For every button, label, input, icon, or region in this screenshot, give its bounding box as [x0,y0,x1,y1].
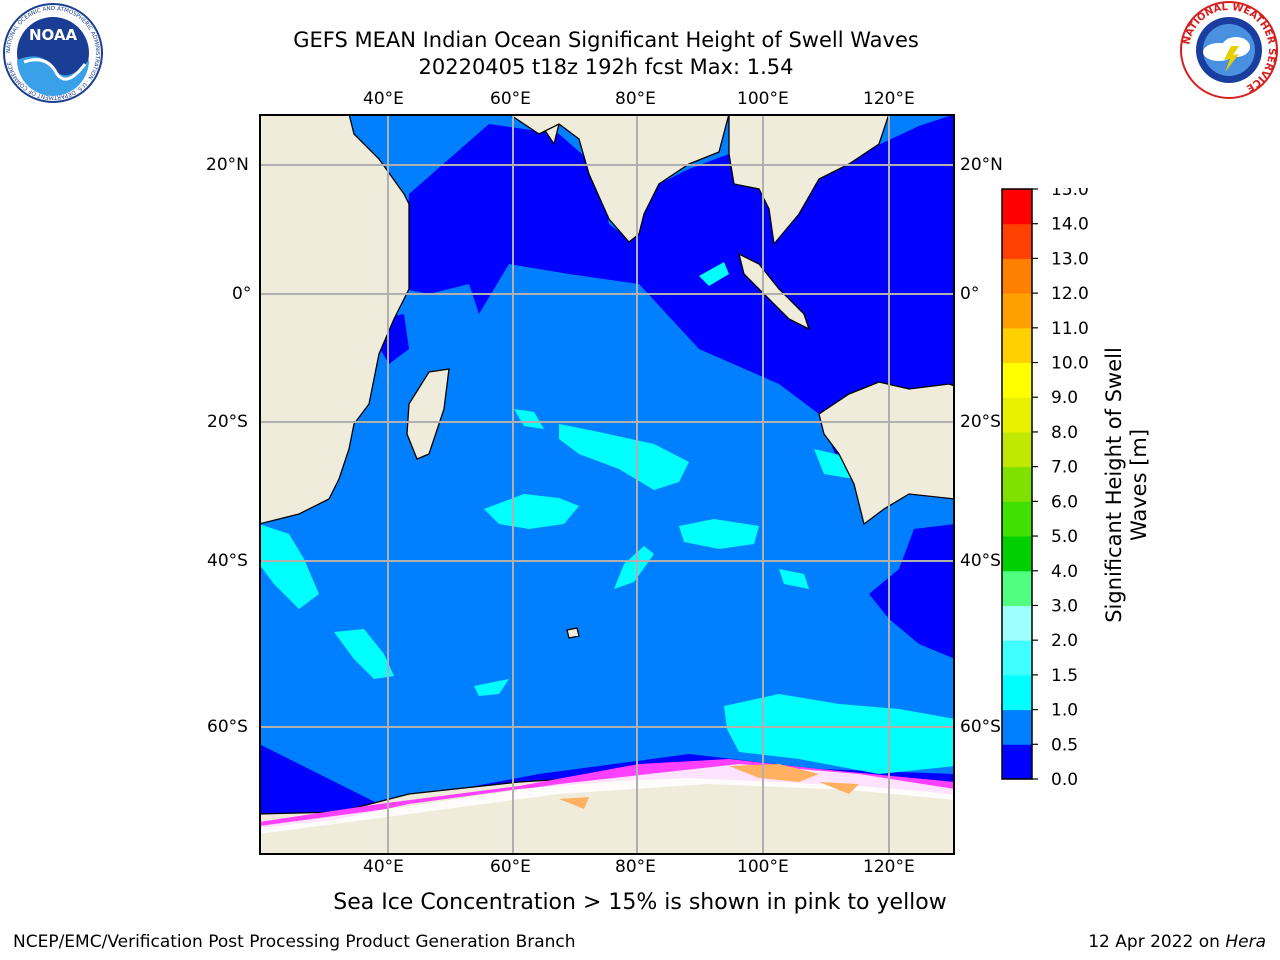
footer-date-text: 12 Apr 2022 on [1088,932,1226,952]
colorbar-tick-label: 15.0 [1051,188,1089,200]
colorbar-swatch [1002,674,1032,711]
footer-date: 12 Apr 2022 on Hera [1088,932,1266,952]
footer-host: Hera [1225,932,1266,952]
lat-label-right: 20°S [960,412,1001,432]
colorbar-tick-label: 11.0 [1051,319,1089,339]
colorbar-swatch [1002,293,1032,329]
colorbar-label-line1: Significant Height of Swell [1102,347,1126,623]
colorbar-tick-label: 14.0 [1051,215,1089,235]
colorbar-tick-label: 5.0 [1051,527,1078,547]
sea-ice-note: Sea Ice Concentration > 15% is shown in … [333,890,947,915]
colorbar-swatch [1002,431,1032,468]
lat-label-left: 20°S [207,412,248,432]
lon-label-bottom: 120°E [863,857,915,877]
swell-1.0-1.5m-regions [259,262,955,774]
noaa-logo: NOAA NATIONAL OCEANIC AND ATMOSPHERIC AD… [2,2,104,104]
lon-label-top: 60°E [490,89,531,109]
colorbar-swatch [1002,362,1032,398]
swell-height-map [259,114,955,855]
colorbar-tick-label: 0.0 [1051,770,1078,788]
lon-label-bottom: 60°E [490,857,531,877]
colorbar: 0.0 0.5 1.0 1.5 2.0 3.0 4.0 5.0 6.0 7.0 8.0 9.0 10.0… [1001,180,1111,792]
colorbar-swatch [1002,536,1032,572]
noaa-logo-text: NOAA [29,26,78,44]
lat-label-right: 60°S [960,717,1001,737]
chart-subtitle: 20220405 t18z 192h fcst Max: 1.54 [418,55,794,79]
lat-label-left: 0° [232,284,252,304]
footer-branch: NCEP/EMC/Verification Post Processing Pr… [13,932,576,952]
lat-label-left: 60°S [207,717,248,737]
colorbar-swatch [1002,709,1032,745]
lon-label-top: 80°E [615,89,656,109]
colorbar-tick-label: 10.0 [1051,354,1089,374]
colorbar-tick-label: 3.0 [1051,596,1078,616]
colorbar-tick-label: 13.0 [1051,249,1089,269]
lat-label-right: 20°N [960,155,1003,175]
colorbar-tick-label: 1.0 [1051,701,1078,721]
colorbar-swatch [1002,744,1032,780]
colorbar-tick-label: 8.0 [1051,423,1078,443]
colorbar-swatch [1002,189,1032,225]
colorbar-tick-label: 2.0 [1051,631,1078,651]
colorbar-frame [1001,188,1033,780]
colorbar-swatch [1002,223,1032,259]
nws-logo: NATIONAL WEATHER SERVICE [1179,0,1279,100]
colorbar-tick-label: 6.0 [1051,492,1078,512]
colorbar-swatch [1002,258,1032,294]
colorbar-swatch [1002,327,1032,364]
colorbar-swatch [1002,640,1032,676]
gridlines [259,114,955,855]
colorbar-swatch [1002,501,1032,537]
colorbar-tick-label: 7.0 [1051,458,1078,478]
colorbar-tick-label: 0.5 [1051,735,1078,755]
colorbar-tick-label: 1.5 [1051,666,1078,686]
colorbar-label-line2: Waves [m] [1127,428,1151,542]
colorbar-tick-label: 4.0 [1051,562,1078,582]
colorbar-swatch [1002,397,1032,433]
lon-label-bottom: 100°E [737,857,789,877]
map-frame [259,114,955,855]
colorbar-swatch [1002,570,1032,606]
lat-label-right: 40°S [960,551,1001,571]
colorbar-swatch [1002,605,1032,641]
colorbar-tick-label: 9.0 [1051,388,1078,408]
sea-ice-band [259,759,955,834]
chart-title: GEFS MEAN Indian Ocean Significant Heigh… [293,28,919,52]
lon-label-top: 40°E [363,89,404,109]
lon-label-bottom: 40°E [363,857,404,877]
lat-label-left: 20°N [206,155,249,175]
lon-label-bottom: 80°E [615,857,656,877]
lat-label-left: 40°S [207,551,248,571]
colorbar-swatch [1002,466,1032,502]
colorbar-tick-label: 12.0 [1051,284,1089,304]
lon-label-top: 120°E [863,89,915,109]
lon-label-top: 100°E [737,89,789,109]
lat-label-right: 0° [960,284,980,304]
